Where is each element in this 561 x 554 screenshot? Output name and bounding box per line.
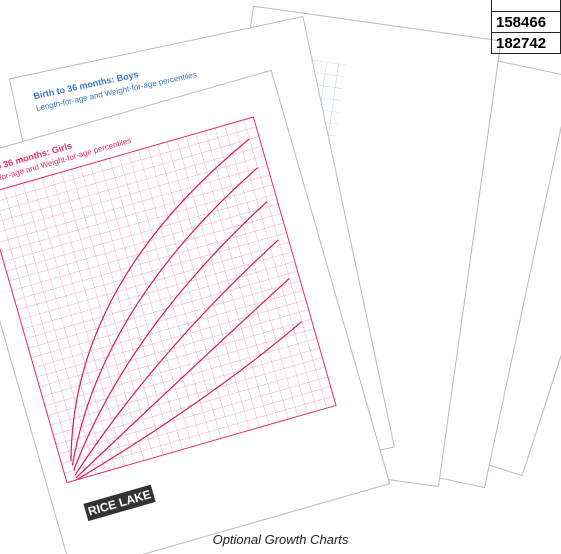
part-number: 182742 bbox=[491, 32, 561, 54]
caption: Optional Growth Charts bbox=[212, 532, 349, 547]
girls-sheet: Birth to 36 months: Girls Length-for-age… bbox=[0, 69, 391, 554]
part-number-table: 158466 182742 bbox=[491, 0, 561, 54]
cut-cell bbox=[491, 0, 561, 12]
part-number: 158466 bbox=[491, 11, 561, 33]
